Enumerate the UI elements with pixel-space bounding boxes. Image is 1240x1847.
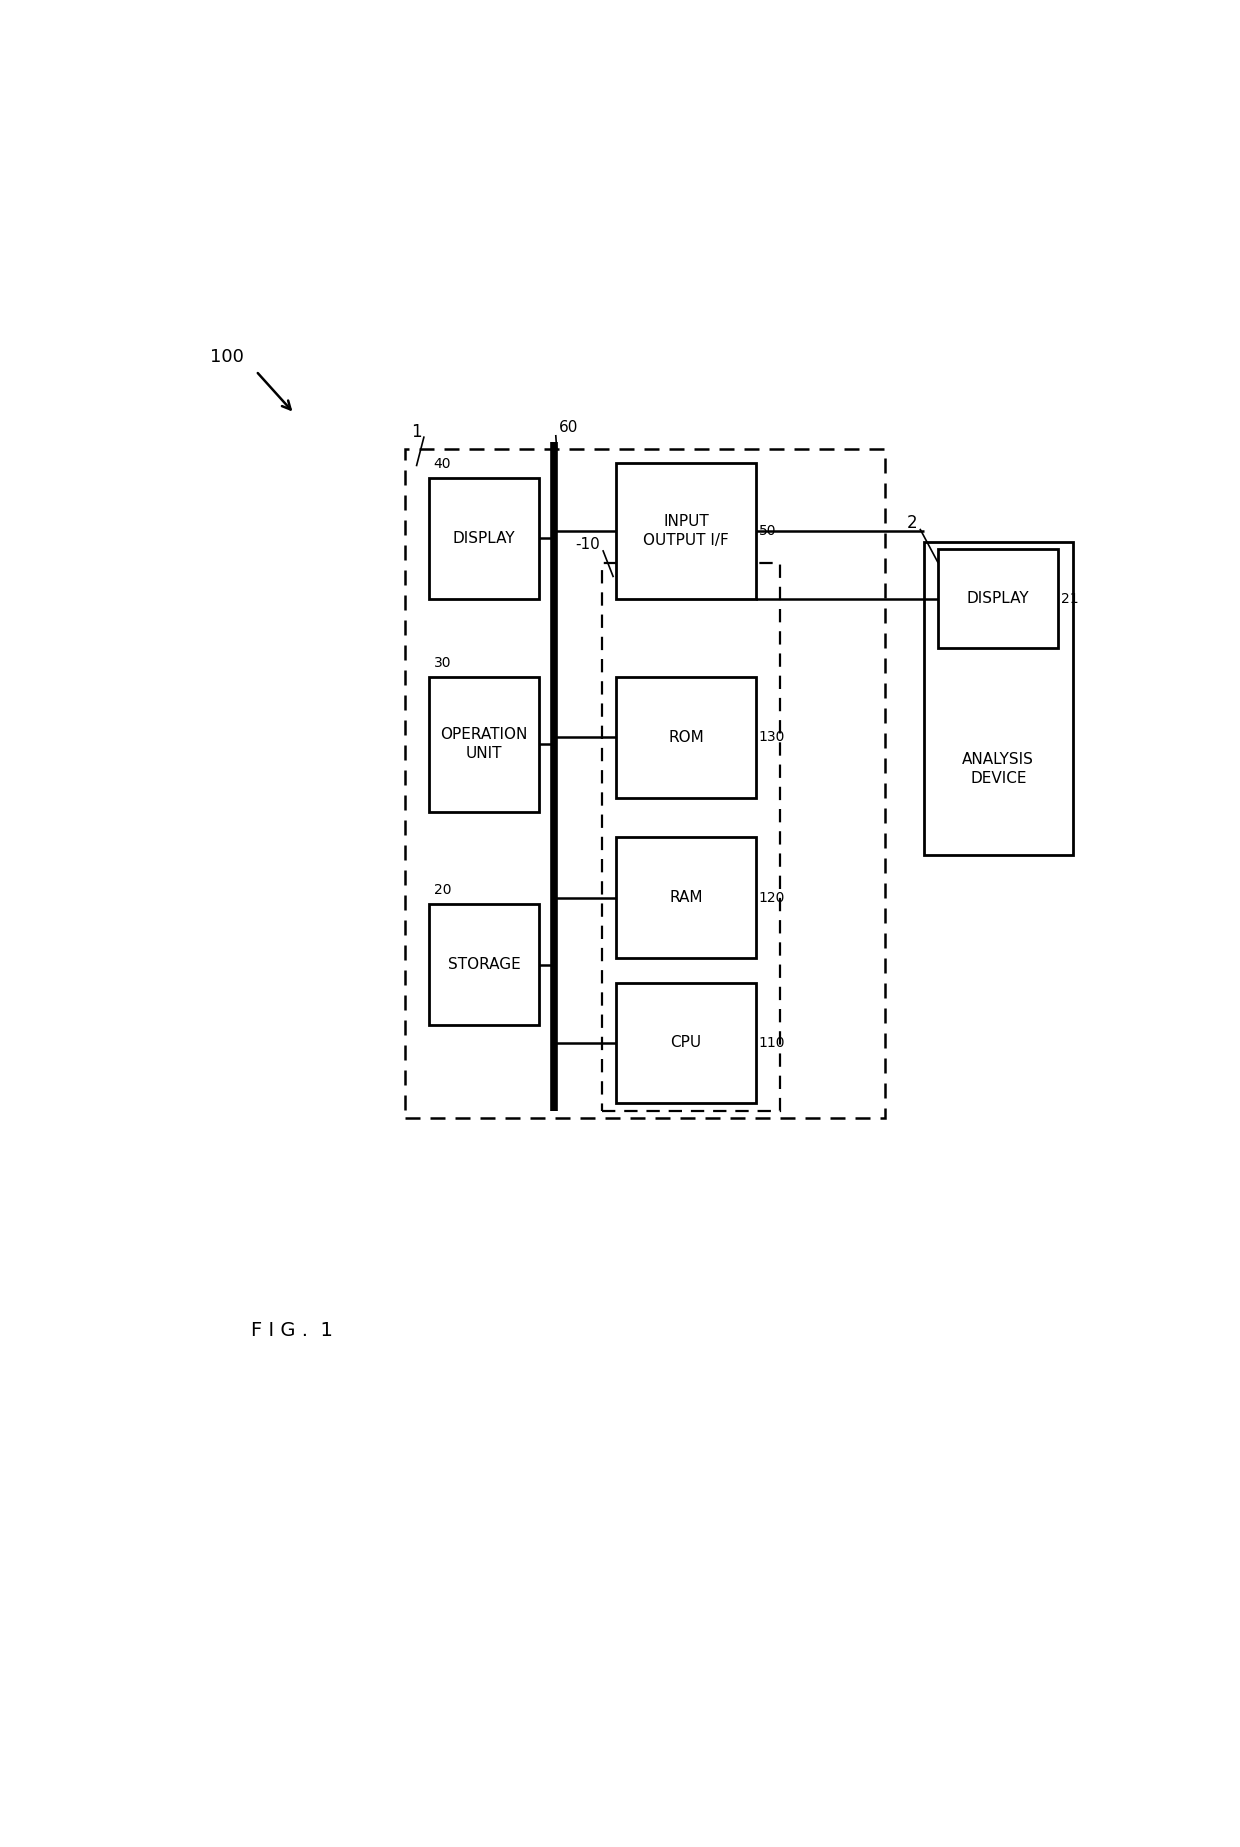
Text: 110: 110 (759, 1036, 785, 1049)
Text: 130: 130 (759, 730, 785, 744)
Bar (616, 983, 755, 1103)
Text: 120: 120 (759, 890, 785, 905)
Bar (601, 563, 780, 1110)
Text: 2: 2 (906, 513, 918, 532)
Text: STORAGE: STORAGE (448, 957, 521, 972)
Bar (924, 541, 1073, 855)
Text: DISPLAY: DISPLAY (453, 530, 516, 545)
Text: -10: -10 (575, 537, 600, 552)
Text: 60: 60 (558, 421, 578, 436)
Bar (616, 464, 755, 598)
Text: 100: 100 (210, 347, 244, 366)
Text: OPERATION
UNIT: OPERATION UNIT (440, 728, 528, 761)
Text: DISPLAY: DISPLAY (967, 591, 1029, 606)
Text: INPUT
OUTPUT I/F: INPUT OUTPUT I/F (644, 513, 729, 549)
Text: ANALYSIS
DEVICE: ANALYSIS DEVICE (962, 752, 1034, 787)
Text: F I G .  1: F I G . 1 (250, 1321, 334, 1341)
Bar (616, 676, 755, 798)
Text: 40: 40 (434, 456, 451, 471)
Text: RAM: RAM (670, 890, 703, 905)
Bar (616, 837, 755, 959)
Text: 1: 1 (412, 423, 422, 441)
Text: 30: 30 (434, 656, 451, 670)
Text: 20: 20 (434, 883, 451, 898)
Text: 50: 50 (759, 525, 776, 537)
Text: ROM: ROM (668, 730, 704, 744)
Bar (429, 478, 539, 598)
Text: 21: 21 (1061, 591, 1079, 606)
Bar (939, 549, 1058, 648)
Text: CPU: CPU (671, 1036, 702, 1051)
Bar (404, 449, 885, 1117)
Bar (429, 676, 539, 813)
Bar (429, 905, 539, 1025)
